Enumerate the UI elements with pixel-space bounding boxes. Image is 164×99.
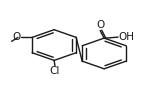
Text: O: O [12, 32, 20, 42]
Text: OH: OH [119, 32, 135, 42]
Text: O: O [97, 20, 105, 30]
Text: Cl: Cl [50, 66, 60, 76]
